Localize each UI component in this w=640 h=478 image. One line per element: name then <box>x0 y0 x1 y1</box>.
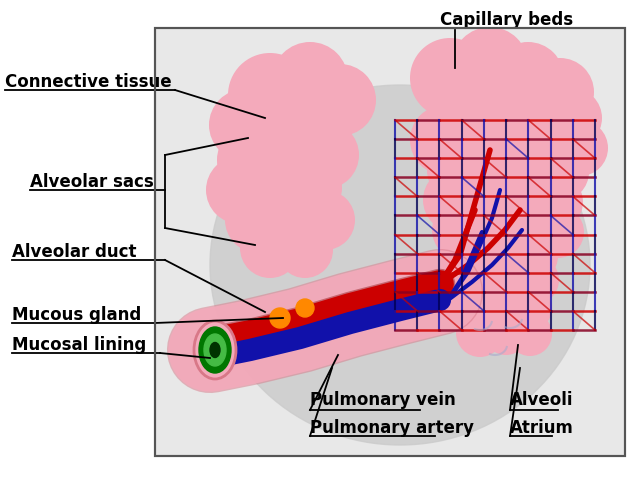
Bar <box>155 28 625 456</box>
Circle shape <box>511 256 559 304</box>
Circle shape <box>254 114 326 186</box>
Circle shape <box>492 168 552 228</box>
Circle shape <box>295 190 355 250</box>
Circle shape <box>277 222 333 278</box>
Circle shape <box>542 88 602 148</box>
Circle shape <box>500 200 556 256</box>
Circle shape <box>242 152 308 218</box>
Circle shape <box>228 53 312 137</box>
Circle shape <box>270 308 290 328</box>
Circle shape <box>483 309 529 355</box>
Circle shape <box>531 143 589 201</box>
Circle shape <box>463 133 527 197</box>
Circle shape <box>508 312 552 356</box>
Text: Alveolar duct: Alveolar duct <box>12 243 136 261</box>
Circle shape <box>296 299 314 317</box>
Circle shape <box>452 27 528 103</box>
Circle shape <box>260 186 324 250</box>
Circle shape <box>432 200 492 260</box>
Text: Pulmonary artery: Pulmonary artery <box>310 419 474 437</box>
Circle shape <box>504 284 552 332</box>
Circle shape <box>278 156 342 220</box>
Circle shape <box>475 281 525 331</box>
Circle shape <box>304 64 376 136</box>
Circle shape <box>470 65 540 135</box>
Circle shape <box>240 218 300 278</box>
Circle shape <box>492 42 564 114</box>
Circle shape <box>410 38 490 118</box>
Circle shape <box>475 227 529 281</box>
Text: Mucous gland: Mucous gland <box>12 306 141 324</box>
Circle shape <box>206 156 274 224</box>
Circle shape <box>459 164 521 226</box>
Text: Mucosal lining: Mucosal lining <box>12 336 147 354</box>
Circle shape <box>482 102 548 168</box>
Text: Capillary beds: Capillary beds <box>440 11 573 29</box>
Circle shape <box>217 122 293 198</box>
Circle shape <box>527 174 583 230</box>
Circle shape <box>283 78 347 142</box>
Circle shape <box>410 105 480 175</box>
Circle shape <box>467 197 525 255</box>
Ellipse shape <box>194 321 236 379</box>
Circle shape <box>532 206 584 258</box>
Ellipse shape <box>210 85 590 445</box>
Circle shape <box>225 187 291 253</box>
Bar <box>155 28 625 456</box>
Circle shape <box>209 89 281 161</box>
Ellipse shape <box>199 327 231 373</box>
Circle shape <box>452 256 504 308</box>
Text: Atrium: Atrium <box>510 419 574 437</box>
Text: Alveoli: Alveoli <box>510 391 573 409</box>
Circle shape <box>552 120 608 176</box>
Ellipse shape <box>210 343 220 358</box>
Circle shape <box>499 137 561 199</box>
Text: Alveolar sacs: Alveolar sacs <box>30 173 154 191</box>
Circle shape <box>506 230 558 282</box>
Circle shape <box>483 253 533 303</box>
Text: Pulmonary vein: Pulmonary vein <box>310 391 456 409</box>
Circle shape <box>447 283 497 333</box>
Circle shape <box>272 42 348 118</box>
Circle shape <box>427 137 493 203</box>
Circle shape <box>519 109 581 171</box>
Circle shape <box>446 98 514 166</box>
Circle shape <box>246 81 314 149</box>
Circle shape <box>423 168 487 232</box>
Ellipse shape <box>204 334 226 366</box>
Text: Connective tissue: Connective tissue <box>5 73 172 91</box>
Circle shape <box>432 72 504 144</box>
Circle shape <box>456 309 504 357</box>
Circle shape <box>442 230 498 286</box>
Circle shape <box>526 58 594 126</box>
Circle shape <box>291 121 359 189</box>
Circle shape <box>507 75 573 141</box>
